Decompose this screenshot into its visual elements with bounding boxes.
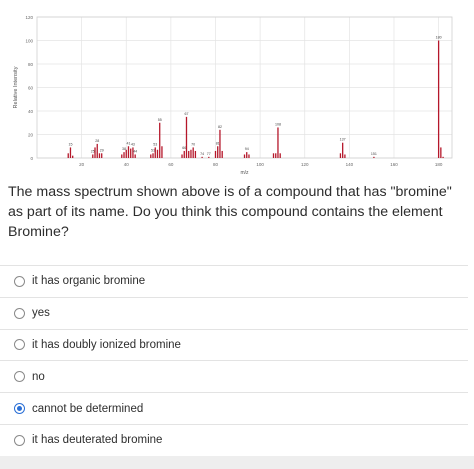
peak-label: 108: [275, 122, 281, 126]
x-axis-label: m/z: [240, 170, 249, 176]
x-tick-label: 120: [301, 162, 309, 167]
y-tick-label: 60: [28, 86, 34, 91]
answer-options: it has organic bromine yes it has doubly…: [0, 265, 468, 456]
option-no[interactable]: no: [0, 360, 468, 392]
option-organic-bromine[interactable]: it has organic bromine: [0, 265, 468, 297]
radio-button[interactable]: [14, 339, 25, 351]
peak-label: 53: [153, 142, 157, 146]
radio-button[interactable]: [14, 371, 25, 383]
option-label: cannot be determined: [32, 402, 144, 415]
option-label: it has doubly ionized bromine: [32, 338, 181, 351]
x-tick-label: 140: [346, 162, 354, 167]
y-tick-label: 20: [28, 133, 34, 138]
y-tick-label: 100: [25, 39, 33, 44]
peak-label: 66: [182, 146, 186, 150]
peak-label: 41: [126, 141, 130, 145]
option-label: it has deuterated bromine: [32, 434, 163, 447]
option-label: no: [32, 370, 45, 383]
peak-label: 67: [184, 112, 188, 116]
option-label: yes: [32, 307, 50, 320]
peak-label: 81: [216, 141, 220, 145]
radio-button[interactable]: [14, 275, 25, 287]
mass-spectrum-chart: 0 20 40 60 80 100 120 20 40 60 80 100 120 140 160 180 m/…: [0, 0, 474, 180]
peak-label: 29: [100, 148, 104, 152]
y-tick-label: 80: [28, 62, 34, 67]
mass-spectrum-svg: 0 20 40 60 80 100 120 20 40 60 80 100 120 140 160 180 m/…: [13, 15, 453, 176]
x-tick-label: 20: [79, 162, 85, 167]
peak-label: 82: [218, 125, 222, 129]
peak-label: 55: [158, 118, 162, 122]
peak-label: 74: [200, 152, 204, 156]
option-yes[interactable]: yes: [0, 296, 468, 329]
y-axis-label: Relative Intensity: [13, 66, 19, 108]
peak-label: 180: [436, 36, 442, 40]
radio-button[interactable]: [14, 434, 25, 446]
x-tick-label: 100: [256, 162, 264, 167]
peak-label: 51: [151, 148, 155, 152]
radio-button[interactable]: [14, 403, 25, 415]
peak-label: 38: [122, 147, 126, 151]
peak-label: 28: [95, 139, 99, 143]
question-text: The mass spectrum shown above is of a co…: [8, 184, 452, 240]
option-cannot-be-determined[interactable]: cannot be determined: [0, 392, 468, 424]
option-deuterated-bromine[interactable]: it has deuterated bromine: [0, 423, 468, 456]
peak-label: 94: [245, 147, 249, 151]
radio-button[interactable]: [14, 307, 25, 319]
x-tick-label: 60: [168, 162, 174, 167]
peak-label: 77: [207, 152, 211, 156]
option-doubly-ionized-bromine[interactable]: it has doubly ionized bromine: [0, 328, 468, 361]
peak-label: 151: [371, 152, 377, 156]
peak-label: 43: [131, 142, 135, 146]
peak-label: 15: [68, 142, 72, 146]
peak-label: 44: [133, 149, 137, 153]
y-tick-label: 40: [28, 109, 34, 114]
option-label: it has organic bromine: [32, 275, 146, 288]
x-tick-label: 160: [390, 162, 398, 167]
peak-label: 25: [91, 149, 95, 153]
bottom-bar: [0, 456, 474, 469]
peak-label: 70: [191, 142, 195, 146]
x-tick-label: 80: [213, 162, 219, 167]
peak-label: 137: [340, 138, 346, 142]
x-tick-label: 40: [124, 162, 130, 167]
y-tick-label: 120: [25, 15, 33, 20]
y-tick-label: 0: [30, 156, 33, 161]
x-tick-label: 180: [435, 162, 443, 167]
